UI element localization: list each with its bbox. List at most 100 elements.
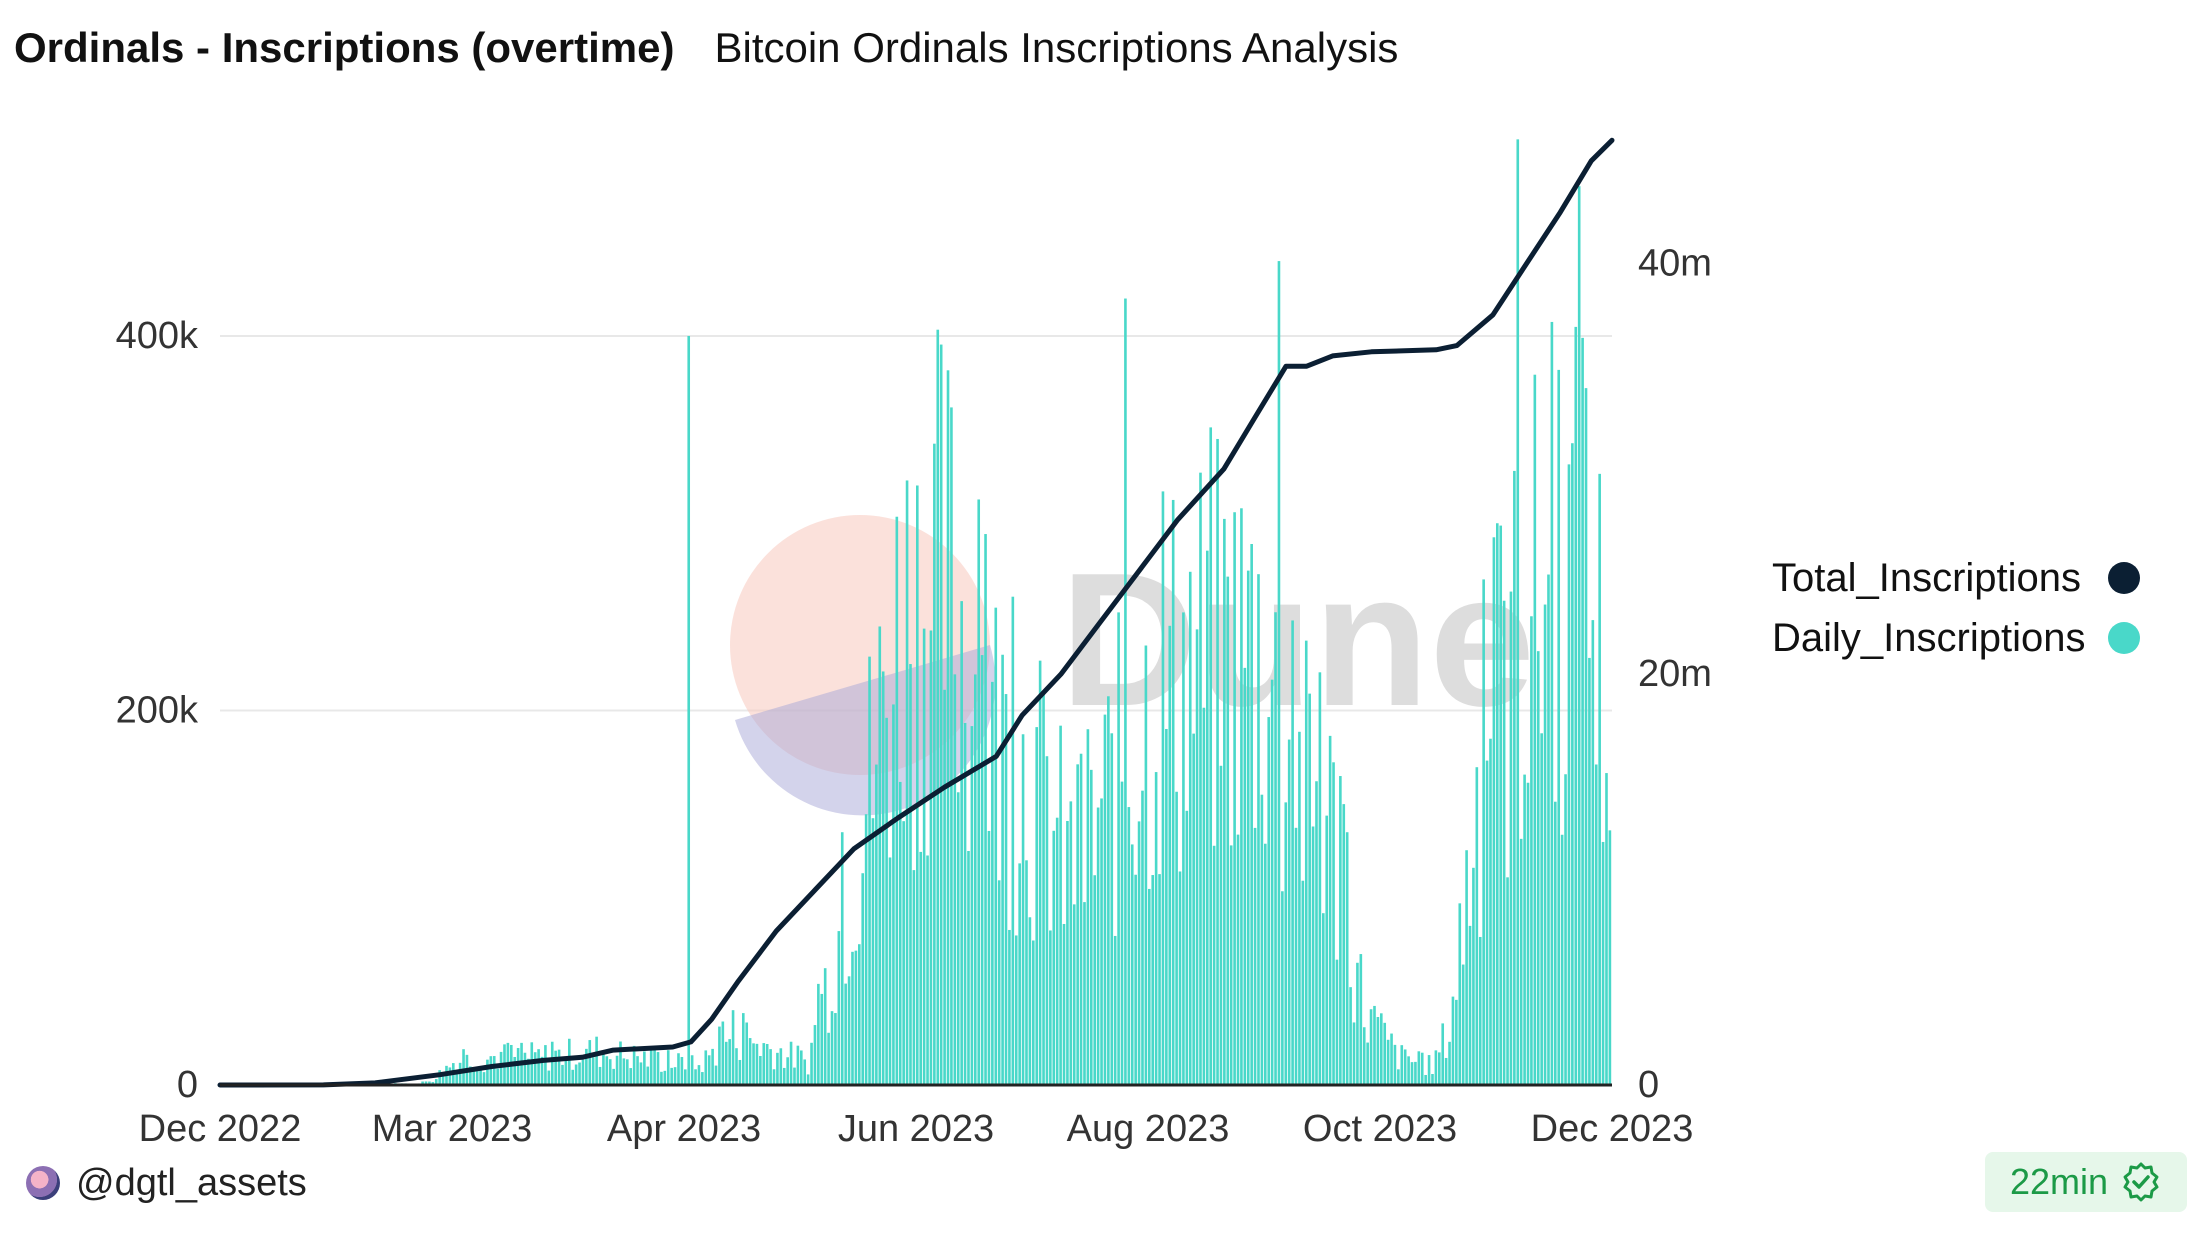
daily-bar <box>1045 756 1049 1085</box>
daily-bar <box>1124 298 1127 1085</box>
daily-bar <box>472 1071 476 1085</box>
daily-bar <box>1028 917 1032 1085</box>
daily-bar <box>909 664 912 1085</box>
daily-bar <box>629 1068 633 1085</box>
daily-bar <box>469 1066 472 1085</box>
daily-bar <box>1117 612 1120 1085</box>
daily-bar <box>759 1056 762 1085</box>
daily-bar <box>735 1048 738 1085</box>
daily-bar <box>1049 930 1052 1085</box>
daily-bar <box>1601 841 1605 1085</box>
daily-bar <box>1427 1055 1431 1085</box>
daily-bar <box>540 1056 544 1085</box>
daily-bar <box>441 1076 445 1085</box>
daily-bar <box>1345 832 1349 1085</box>
daily-bar <box>1380 1013 1383 1085</box>
daily-bar <box>1584 388 1588 1085</box>
daily-bar <box>902 821 905 1085</box>
daily-bar <box>581 1059 585 1085</box>
daily-bar <box>690 1055 694 1085</box>
daily-bar <box>711 1048 714 1085</box>
daily-bar <box>745 1022 749 1085</box>
daily-bar <box>561 1064 564 1085</box>
y-left-tick-label: 0 <box>177 1064 198 1106</box>
daily-bar <box>868 656 871 1085</box>
refresh-badge[interactable]: 22min <box>1985 1152 2187 1212</box>
daily-bar <box>1233 512 1236 1085</box>
daily-bar <box>980 655 984 1085</box>
y-right-tick-label: 20m <box>1638 653 1712 695</box>
daily-bar <box>946 370 950 1085</box>
daily-bar <box>1465 850 1468 1085</box>
daily-bar <box>1574 326 1578 1085</box>
daily-bar <box>861 873 865 1085</box>
daily-bar <box>905 480 909 1086</box>
daily-bar <box>820 993 824 1085</box>
daily-bar <box>1144 645 1148 1085</box>
daily-bar <box>1079 753 1083 1085</box>
daily-bar <box>1076 764 1079 1085</box>
y-left-tick-label: 400k <box>116 315 199 357</box>
daily-bar <box>1519 838 1523 1085</box>
daily-bar <box>1072 904 1076 1085</box>
x-tick-label: Dec 2022 <box>139 1108 302 1150</box>
daily-bar <box>1161 491 1165 1085</box>
daily-bar <box>953 674 957 1085</box>
daily-bar <box>1369 1009 1373 1085</box>
daily-bar <box>591 1057 595 1085</box>
daily-bar <box>1554 801 1557 1085</box>
daily-bar <box>564 1060 568 1085</box>
daily-bar <box>1130 844 1134 1085</box>
daily-bar <box>1042 692 1045 1085</box>
daily-bar <box>1229 845 1233 1085</box>
daily-bar <box>1591 620 1595 1085</box>
daily-bar <box>1598 473 1601 1086</box>
daily-bar <box>956 792 960 1085</box>
daily-bar <box>950 407 953 1085</box>
daily-bar <box>772 1069 776 1085</box>
daily-bar <box>482 1072 486 1085</box>
daily-bar <box>1332 762 1335 1085</box>
daily-bar <box>1342 804 1346 1085</box>
daily-bar <box>1431 1074 1434 1085</box>
daily-bar <box>926 855 929 1085</box>
daily-bar <box>1543 604 1547 1085</box>
daily-bar <box>987 830 991 1085</box>
daily-bar <box>1571 443 1574 1086</box>
daily-bar <box>1458 903 1462 1085</box>
daily-bar <box>533 1052 537 1085</box>
x-tick-label: Mar 2023 <box>372 1108 533 1150</box>
legend-item-total[interactable]: Total_Inscriptions <box>1772 548 2140 608</box>
daily-bar <box>1137 821 1141 1085</box>
author[interactable]: @dgtl_assets <box>26 1160 307 1206</box>
daily-bar <box>1516 139 1520 1086</box>
daily-bar <box>523 1052 527 1085</box>
daily-bar <box>1390 1033 1393 1085</box>
legend-item-daily[interactable]: Daily_Inscriptions <box>1772 608 2140 668</box>
daily-bar <box>1038 660 1042 1085</box>
x-tick-label: Aug 2023 <box>1067 1108 1230 1150</box>
daily-bar <box>571 1069 575 1085</box>
daily-bar <box>479 1067 482 1085</box>
daily-bar <box>462 1049 465 1085</box>
daily-bar <box>779 1048 783 1085</box>
daily-bar <box>1216 438 1219 1086</box>
total-line <box>217 137 1615 1088</box>
daily-bar <box>1066 821 1069 1085</box>
daily-bar <box>1212 845 1216 1085</box>
daily-bar <box>813 1025 817 1085</box>
daily-bar <box>1209 427 1213 1085</box>
daily-bar <box>847 976 851 1085</box>
daily-bar <box>994 607 998 1085</box>
daily-bar <box>1560 834 1564 1085</box>
daily-bar <box>598 1066 602 1085</box>
daily-bar <box>1328 735 1332 1085</box>
daily-bar <box>656 1052 660 1085</box>
daily-bar <box>1478 936 1482 1085</box>
daily-bar <box>547 1070 551 1085</box>
daily-bar <box>499 1051 503 1085</box>
daily-bar <box>1468 925 1472 1085</box>
daily-bar <box>919 851 923 1085</box>
daily-bar <box>881 671 885 1085</box>
daily-bar <box>1526 782 1530 1085</box>
